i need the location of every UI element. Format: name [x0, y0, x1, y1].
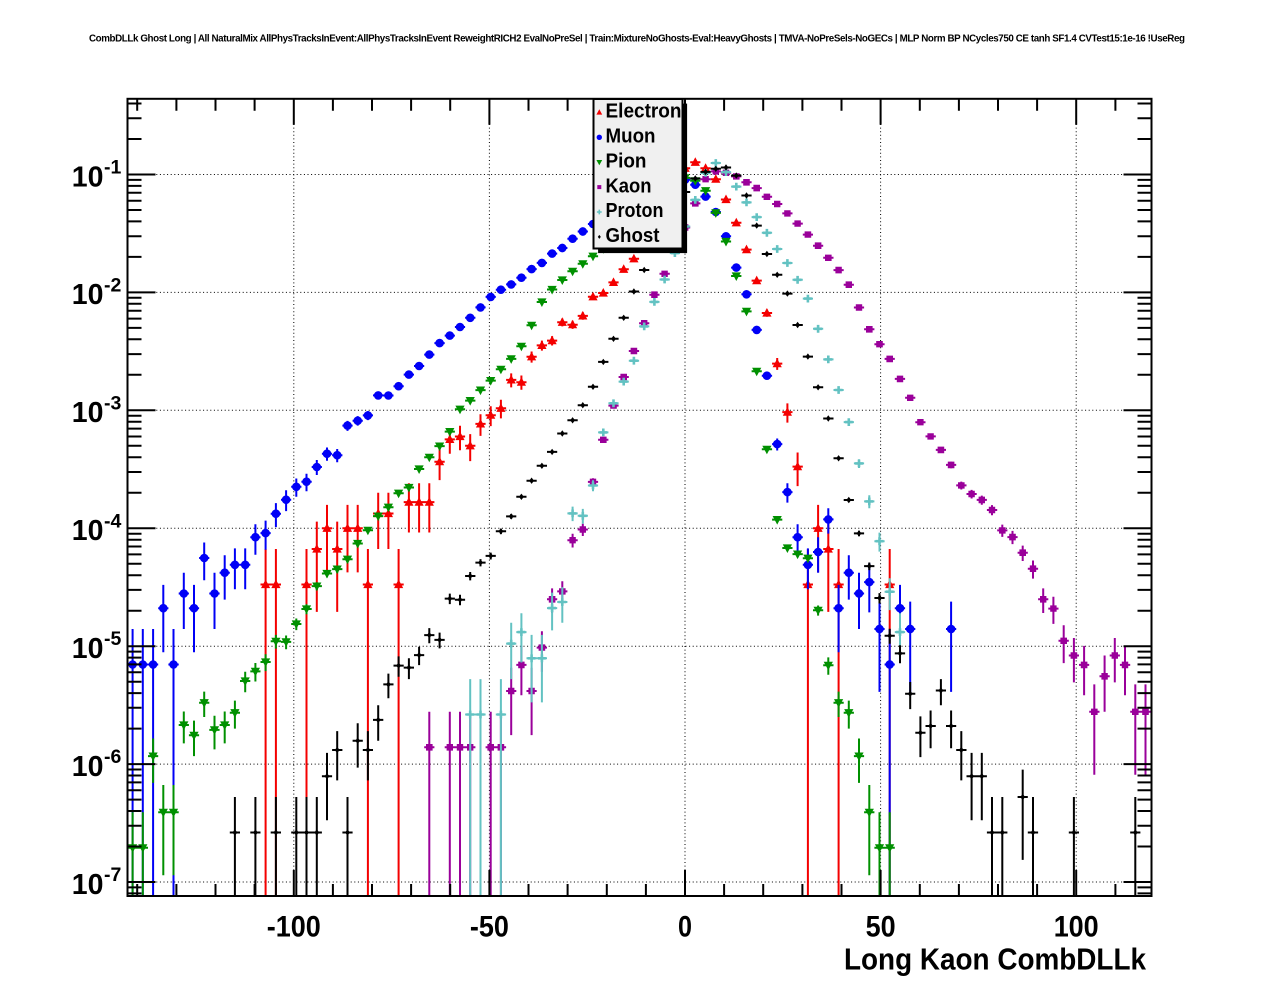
- svg-text:Muon: Muon: [606, 125, 656, 148]
- svg-text:-50: -50: [470, 911, 509, 944]
- svg-text:10: 10: [72, 279, 104, 311]
- svg-text:-4: -4: [104, 510, 121, 532]
- svg-text:Kaon: Kaon: [606, 174, 652, 197]
- svg-text:10: 10: [72, 751, 104, 783]
- svg-text:CombDLLk Ghost Long | All Natu: CombDLLk Ghost Long | All NaturalMix All…: [89, 34, 1185, 45]
- svg-text:10: 10: [72, 161, 104, 193]
- svg-text:Proton: Proton: [606, 199, 664, 222]
- svg-text:-2: -2: [104, 274, 121, 296]
- svg-text:0: 0: [678, 911, 692, 944]
- svg-text:-5: -5: [104, 628, 121, 650]
- svg-text:10: 10: [72, 633, 104, 665]
- svg-text:100: 100: [1054, 911, 1099, 944]
- svg-text:-6: -6: [104, 746, 121, 768]
- svg-text:Long Kaon CombDLLk: Long Kaon CombDLLk: [844, 942, 1147, 977]
- svg-text:-7: -7: [104, 864, 121, 886]
- svg-text:-1: -1: [104, 157, 121, 179]
- svg-text:-100: -100: [267, 911, 321, 944]
- svg-text:-3: -3: [104, 392, 121, 414]
- svg-text:Ghost: Ghost: [606, 224, 660, 247]
- svg-text:10: 10: [72, 869, 104, 901]
- svg-text:10: 10: [72, 515, 104, 547]
- svg-text:50: 50: [866, 911, 896, 944]
- svg-text:10: 10: [72, 397, 104, 429]
- svg-text:Pion: Pion: [606, 149, 647, 172]
- svg-text:Electron: Electron: [606, 100, 682, 123]
